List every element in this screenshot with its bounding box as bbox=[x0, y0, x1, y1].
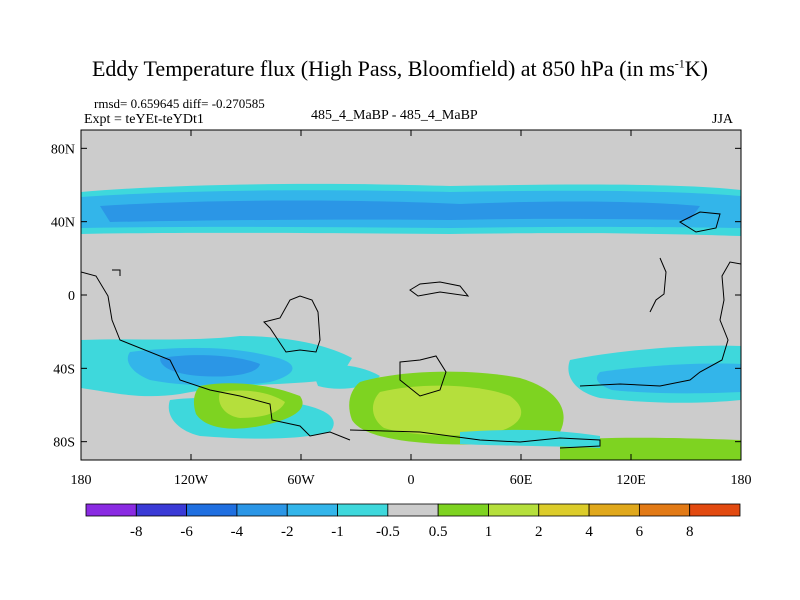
colorbar-swatch bbox=[186, 503, 238, 517]
coastline-south-america bbox=[263, 295, 321, 353]
colorbar-swatch bbox=[588, 503, 640, 517]
axis-ticks: 180 120W 60W 0 60E 120E 180 80N 40N 0 40S 80S bbox=[51, 130, 752, 488]
colorbar-swatch bbox=[135, 503, 188, 517]
colorbar-label: 0.5 bbox=[429, 524, 448, 540]
colorbar-swatch bbox=[236, 503, 288, 517]
coastline-west-pacific bbox=[81, 271, 351, 441]
coastlines bbox=[81, 211, 741, 449]
colorbar-swatch bbox=[85, 503, 137, 517]
y-tick-label: 40S bbox=[53, 362, 75, 377]
season-label: JJA bbox=[712, 112, 734, 127]
sh-pacific-yellow bbox=[219, 390, 285, 418]
y-tick-label: 0 bbox=[68, 289, 75, 304]
coastline-africa bbox=[409, 281, 470, 297]
colorbar-swatch bbox=[387, 503, 439, 517]
colorbar-swatch bbox=[337, 503, 389, 517]
sh-east-medium bbox=[596, 363, 741, 394]
x-tick-label: 120E bbox=[616, 473, 646, 488]
colorbar-swatch bbox=[538, 503, 590, 517]
sh-atlantic-yellow bbox=[372, 385, 522, 436]
y-tick-label: 80S bbox=[53, 436, 75, 451]
colorbar-label: -4 bbox=[231, 524, 244, 540]
colorbar-label: -6 bbox=[180, 524, 193, 540]
chart-title: Eddy Temperature flux (High Pass, Bloomf… bbox=[91, 56, 708, 81]
x-tick-label: 0 bbox=[408, 473, 415, 488]
x-tick-label: 60W bbox=[287, 473, 315, 488]
colorbar-label: 1 bbox=[485, 524, 493, 540]
nh-band-core bbox=[100, 200, 700, 222]
x-tick-label: 120W bbox=[174, 473, 209, 488]
coastline-indian bbox=[399, 355, 447, 397]
colorbar-swatch bbox=[286, 503, 338, 517]
coastline-antarctica bbox=[349, 429, 601, 449]
colorbar-label: -8 bbox=[130, 524, 143, 540]
coastline-australia bbox=[579, 261, 741, 387]
rmsd-label: rmsd= 0.659645 diff= -0.270585 bbox=[94, 96, 265, 111]
colorbar-swatch bbox=[689, 503, 741, 517]
coastline-japan bbox=[649, 257, 667, 313]
colorbar-label: -2 bbox=[281, 524, 294, 540]
x-tick-label: 60E bbox=[510, 473, 533, 488]
colorbar-swatch bbox=[488, 503, 540, 517]
colorbar-label: 2 bbox=[535, 524, 543, 540]
colorbar-swatch bbox=[437, 503, 489, 517]
antarctic-cyan-strip bbox=[460, 429, 600, 448]
antarctic-green-strip bbox=[560, 437, 741, 460]
colorbar-label: 8 bbox=[686, 524, 694, 540]
colorbar-label: -1 bbox=[331, 524, 344, 540]
colorbar-label: 6 bbox=[636, 524, 644, 540]
colorbar-label: 4 bbox=[585, 524, 593, 540]
y-tick-label: 80N bbox=[51, 142, 75, 157]
sh-west-core bbox=[160, 355, 260, 377]
x-tick-label: 180 bbox=[731, 473, 752, 488]
colorbar-swatch bbox=[638, 503, 691, 517]
coastline-kamchatka bbox=[678, 211, 721, 233]
experiment-diff-label: 485_4_MaBP - 485_4_MaBP bbox=[311, 108, 478, 123]
expt-label: Expt = teYEt-teYDt1 bbox=[84, 112, 204, 127]
x-tick-label: 180 bbox=[71, 473, 92, 488]
colorbar: -8 -6 -4 -2 -1 -0.5 0.5 1 2 4 6 8 bbox=[85, 503, 741, 540]
colorbar-label: -0.5 bbox=[376, 524, 400, 540]
y-tick-label: 40N bbox=[51, 216, 75, 231]
coastline-arctic bbox=[112, 269, 121, 276]
